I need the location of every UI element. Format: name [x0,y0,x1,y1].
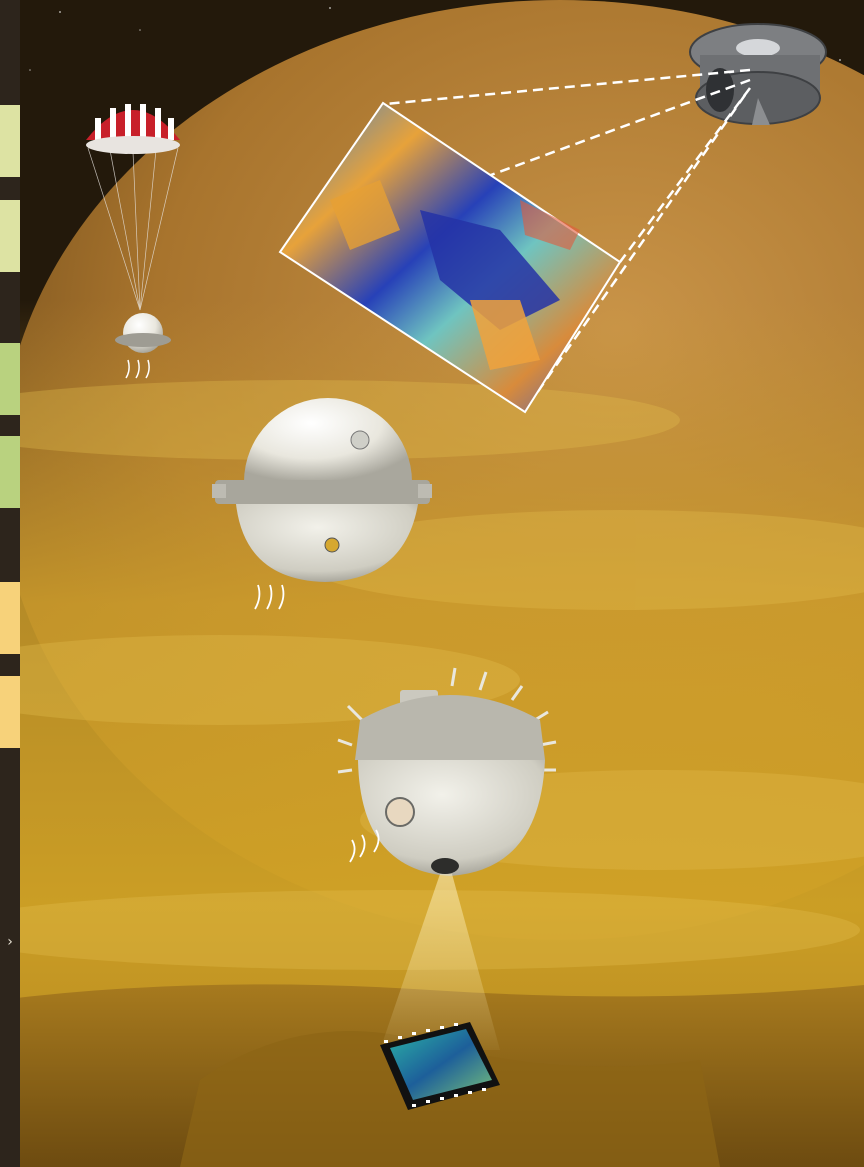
scan-beam-lines [299,68,752,411]
surface-ridge [180,1031,720,1167]
sidebar-swatch [0,343,20,415]
side-panel-strip: › [0,0,20,1167]
orbiter-spacecraft [689,23,827,125]
descent-probe-lower [337,667,557,876]
parachute-descent-probe [86,104,180,379]
camera-light-cone [380,874,500,1050]
sidebar-swatch [0,436,20,508]
sidebar-swatch [0,105,20,177]
radar-surface-map [278,101,622,414]
chevron-right-icon[interactable]: › [7,934,13,950]
sidebar-swatch [0,200,20,272]
descent-probe-mid [212,398,432,610]
sidebar-swatch [0,676,20,748]
surface-image-filmstrip [380,1022,500,1110]
sidebar-swatch [0,582,20,654]
